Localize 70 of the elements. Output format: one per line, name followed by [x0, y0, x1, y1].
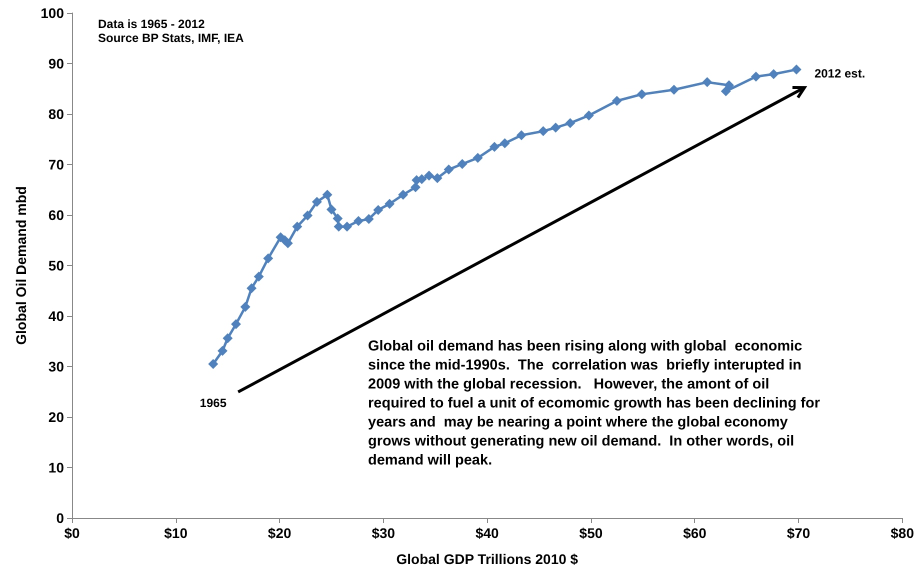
y-tick-label: 50: [48, 258, 64, 274]
point: [332, 214, 343, 224]
point: [254, 272, 264, 282]
annotation: Data is 1965 - 2012: [98, 17, 206, 31]
point: [322, 190, 332, 200]
annotation: Source BP Stats, IMF, IEA: [98, 31, 244, 45]
point: [302, 210, 313, 221]
annotation: 2012 est.: [814, 66, 866, 81]
y-tick-label: 90: [48, 56, 64, 72]
y-tick-label: 80: [48, 106, 64, 122]
point: [584, 110, 594, 121]
y-tick-label: 70: [48, 156, 64, 172]
point: [282, 238, 293, 248]
point: [565, 118, 576, 128]
point: [398, 190, 408, 200]
point: [424, 170, 434, 181]
x-tick-label: $60: [683, 525, 707, 541]
point: [791, 64, 802, 75]
point: [373, 204, 384, 215]
point: [312, 196, 322, 207]
y-tick-label: 60: [48, 207, 64, 223]
x-tick-label: $80: [890, 525, 914, 541]
point: [230, 319, 241, 330]
y-tick-label: 20: [48, 409, 64, 425]
point: [444, 164, 454, 175]
point: [668, 84, 679, 95]
point: [720, 86, 731, 96]
y-tick-label: 30: [48, 358, 64, 374]
y-tick-label: 0: [56, 510, 64, 526]
x-tick-label: $40: [475, 525, 500, 541]
x-tick-label: $30: [372, 525, 396, 541]
point: [240, 302, 250, 312]
x-tick-label: $10: [164, 525, 188, 541]
point: [457, 158, 468, 169]
x-tick-label: $50: [579, 525, 603, 541]
point: [384, 198, 395, 209]
point: [516, 130, 526, 140]
x-tick-label: $0: [64, 525, 80, 541]
point: [538, 126, 548, 136]
point: [702, 77, 712, 88]
y-tick-label: 40: [48, 308, 64, 324]
point: [500, 138, 510, 148]
annotation: Global oil demand has been rising along with global economic since the mid-1990s. The correlation was briefly interupted in 2009 with the global recession. However, the amont of oil required to fuel a unit of ecomomic growth has been declining for years and may be nearing a point where the global economy grows without generating new oil demand. In other words, oil demand will peak.: [368, 338, 824, 468]
point: [326, 204, 336, 214]
x-tick-label: $70: [786, 525, 810, 541]
point: [263, 253, 274, 264]
point: [353, 216, 364, 226]
point: [489, 142, 500, 152]
y-tick-label: 100: [40, 5, 64, 21]
point: [768, 69, 779, 80]
point: [208, 358, 218, 369]
point: [612, 96, 622, 106]
point: [364, 214, 374, 224]
y-tick-label: 10: [48, 460, 64, 476]
point: [217, 346, 228, 356]
point: [342, 222, 352, 232]
point: [432, 173, 442, 184]
x-axis-title: Global GDP Trillions 2010 $: [396, 551, 578, 567]
point: [222, 333, 233, 344]
point: [472, 152, 483, 163]
y-axis-title: Global Oil Demand mbd: [13, 186, 29, 345]
point: [636, 89, 647, 100]
x-tick-label: $20: [268, 525, 292, 541]
point: [550, 122, 561, 133]
point: [292, 222, 302, 232]
point: [410, 182, 421, 192]
point: [334, 222, 344, 232]
point: [246, 283, 257, 294]
point: [750, 72, 761, 82]
annotation: 1965: [200, 396, 227, 410]
